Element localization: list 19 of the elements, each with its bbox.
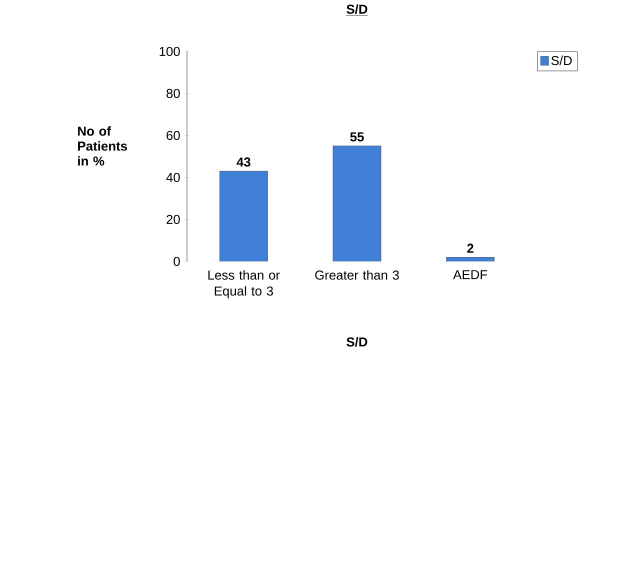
bar	[219, 171, 268, 262]
y-tick-label: 40	[166, 172, 180, 182]
y-tick-label: 80	[166, 88, 180, 98]
data-label: 43	[236, 158, 250, 167]
x-tick-label: Less than or Equal to 3	[208, 270, 280, 298]
y-tick-label: 0	[174, 256, 180, 266]
x-tick-label: AEDF	[453, 270, 488, 280]
y-tick-label: 20	[166, 214, 180, 224]
bar	[332, 146, 382, 262]
y-axis-title: No of Patients in %	[78, 126, 128, 166]
legend-label: S/D	[551, 56, 572, 66]
bar	[446, 257, 495, 262]
x-tick-label: Greater than 3	[315, 270, 399, 280]
chart-title: S/D	[346, 4, 368, 14]
data-label: 2	[467, 244, 474, 253]
data-label: 55	[350, 132, 364, 142]
x-axis-title: S/D	[346, 337, 368, 347]
y-tick-label: 60	[166, 130, 180, 140]
y-tick-label: 100	[160, 46, 180, 56]
